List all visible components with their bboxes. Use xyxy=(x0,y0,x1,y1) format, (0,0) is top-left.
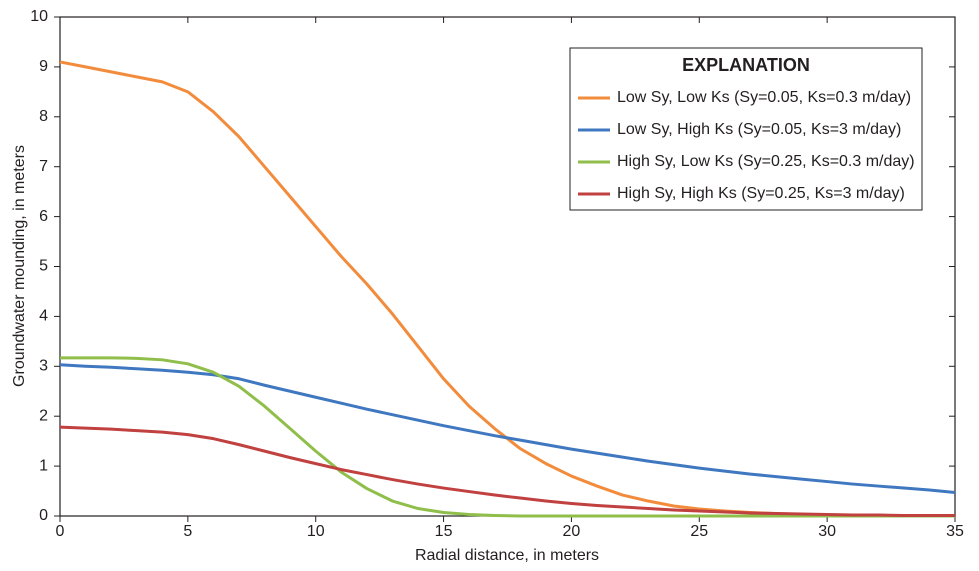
x-axis-label: Radial distance, in meters xyxy=(415,547,599,564)
y-tick-label: 2 xyxy=(39,407,48,424)
series-line xyxy=(59,363,956,495)
x-tick-label: 15 xyxy=(435,523,453,540)
y-tick-label: 9 xyxy=(39,58,48,75)
y-tick-label: 4 xyxy=(39,308,48,325)
y-tick-label: 7 xyxy=(39,158,48,175)
x-tick-label: 20 xyxy=(563,523,581,540)
y-tick-label: 1 xyxy=(39,457,48,474)
legend-title: EXPLANATION xyxy=(682,55,810,75)
legend-label: Low Sy, High Ks (Sy=0.05, Ks=3 m/day) xyxy=(617,121,901,138)
y-tick-label: 3 xyxy=(39,358,48,375)
x-tick-label: 30 xyxy=(818,523,836,540)
y-tick-label: 5 xyxy=(39,258,48,275)
y-tick-label: 0 xyxy=(39,507,48,524)
x-tick-label: 25 xyxy=(690,523,708,540)
legend-box xyxy=(569,47,923,211)
y-tick-label: 8 xyxy=(39,108,48,125)
legend-label: High Sy, High Ks (Sy=0.25, Ks=3 m/day) xyxy=(617,185,905,202)
legend-label: Low Sy, Low Ks (Sy=0.05, Ks=0.3 m/day) xyxy=(617,89,911,106)
x-tick-label: 5 xyxy=(183,523,192,540)
y-tick-label: 6 xyxy=(39,208,48,225)
x-tick-label: 0 xyxy=(56,523,65,540)
x-tick-label: 10 xyxy=(307,523,325,540)
x-tick-label: 35 xyxy=(946,523,964,540)
series-line xyxy=(60,356,955,518)
y-axis-label: Groundwater mounding, in meters xyxy=(11,145,28,387)
legend-label: High Sy, Low Ks (Sy=0.25, Ks=0.3 m/day) xyxy=(617,153,915,170)
y-tick-label: 10 xyxy=(30,8,48,25)
series-line xyxy=(59,425,955,518)
